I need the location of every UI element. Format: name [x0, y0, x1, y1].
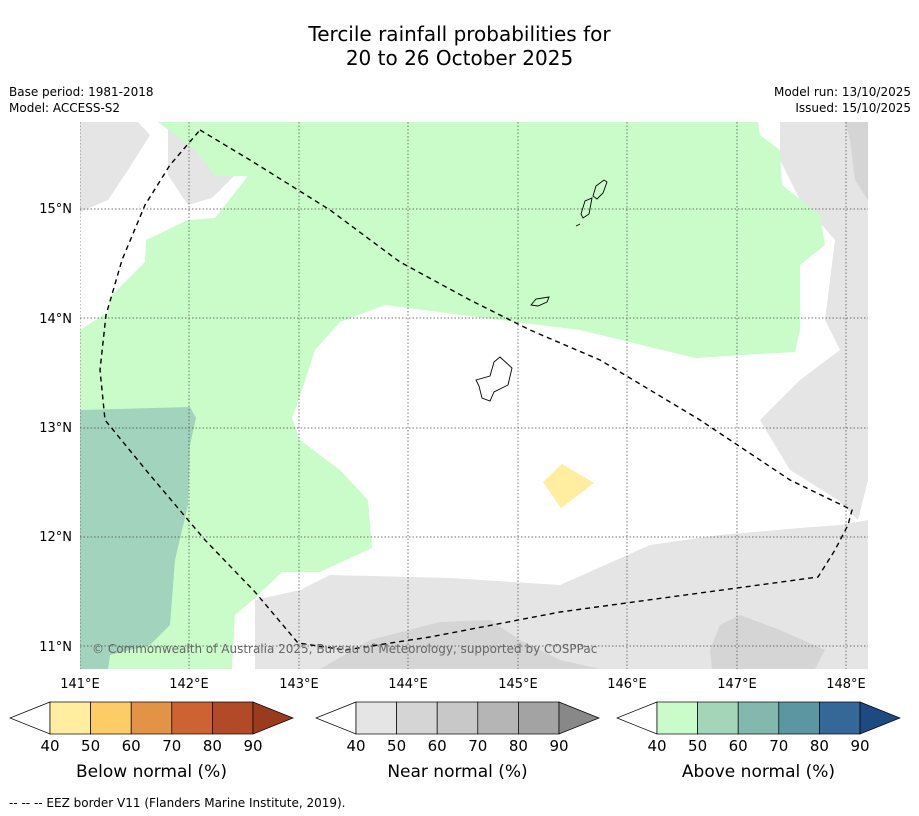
- near-normal-region-northeast: [760, 122, 868, 520]
- colorbar-tick-label: 50: [387, 737, 406, 755]
- near-normal-region-northwest: [80, 122, 150, 212]
- lon-label: 147°E: [717, 677, 757, 692]
- colorbar-tick-label: 80: [203, 737, 222, 755]
- colorbar-segment: [819, 701, 861, 735]
- longitude-labels: 141°E 142°E 143°E 144°E 145°E 146°E 147°…: [60, 677, 866, 692]
- colorbar-segment: [396, 701, 438, 735]
- lon-label: 148°E: [826, 677, 866, 692]
- colorbar-tick-label: 90: [549, 737, 568, 755]
- colorbar-tick-label: 50: [81, 737, 100, 755]
- island-tinian: [580, 197, 593, 219]
- lat-label: 12°N: [39, 530, 72, 545]
- lon-label: 141°E: [60, 677, 100, 692]
- colorbar-tick-label: 70: [769, 737, 788, 755]
- below-normal-colorbar: 40 50 60 70 80 90 Below normal (%): [9, 701, 294, 782]
- lat-label: 13°N: [39, 421, 72, 436]
- colorbar-tick-label: 40: [346, 737, 365, 755]
- colorbar-segment: [130, 701, 173, 735]
- colorbar-tick-label: 80: [810, 737, 829, 755]
- colorbar-segment: [697, 701, 739, 735]
- model-name: Model: ACCESS-S2: [9, 101, 121, 115]
- model-run: Model run: 13/10/2025: [773, 85, 911, 99]
- colorbar-label: Near normal (%): [387, 762, 527, 782]
- title-line-1: Tercile rainfall probabilities for: [308, 22, 611, 46]
- colorbar-high-extend: [859, 701, 901, 735]
- colorbar-segment: [90, 701, 132, 735]
- near-normal-region-south-core: [320, 620, 600, 669]
- colorbar-tick-label: 60: [729, 737, 748, 755]
- lon-label: 145°E: [498, 677, 538, 692]
- lon-label: 143°E: [279, 677, 319, 692]
- island-guam: [475, 356, 513, 402]
- below-normal-region: [543, 464, 594, 508]
- eez-border: [99, 129, 853, 651]
- colorbar-low-extend: [616, 701, 658, 735]
- colorbar-segment: [737, 701, 780, 735]
- colorbar-label: Above normal (%): [682, 762, 835, 782]
- colorbar-segment: [355, 701, 397, 735]
- colorbar-tick-label: 50: [688, 737, 707, 755]
- colorbar-segment: [518, 701, 560, 735]
- copyright-notice: © Commonwealth of Australia 2025, Bureau…: [92, 642, 597, 656]
- islands: [475, 179, 608, 402]
- colorbar-tick-label: 90: [850, 737, 869, 755]
- colorbar-tick-label: 40: [40, 737, 59, 755]
- colorbar-segment: [212, 701, 254, 735]
- colorbar-segment: [49, 701, 91, 735]
- colorbar-tick-label: 80: [509, 737, 528, 755]
- gridlines: [80, 122, 868, 669]
- colorbar-segment: [477, 701, 519, 735]
- near-normal-region-southeast: [710, 615, 825, 669]
- island-saipan: [592, 179, 608, 200]
- latitude-labels: 15°N 14°N 13°N 12°N 11°N: [39, 202, 72, 655]
- island-rota: [530, 296, 550, 307]
- island-aguijan: [575, 223, 581, 227]
- title-line-2: 20 to 26 October 2025: [345, 46, 574, 70]
- above-normal-colorbar: 40 50 60 70 80 90 Above normal (%): [616, 701, 901, 782]
- colorbars: 40 50 60 70 80 90 Below normal (%) 40 50 60 70 80 90…: [9, 701, 901, 782]
- colorbar-high-extend: [558, 701, 600, 735]
- colorbar-low-extend: [9, 701, 51, 735]
- near-normal-colorbar: 40 50 60 70 80 90 Near normal (%): [315, 701, 600, 782]
- lat-label: 11°N: [39, 640, 72, 655]
- colorbar-tick-label: 70: [468, 737, 487, 755]
- run-info: Model run: 13/10/2025 Issued: 15/10/2025: [774, 84, 911, 116]
- base-period: Base period: 1981-2018: [9, 85, 154, 99]
- colorbar-segment: [778, 701, 820, 735]
- colorbar-tick-label: 60: [122, 737, 141, 755]
- colorbar-tick-label: 90: [243, 737, 262, 755]
- colorbar-segment: [436, 701, 479, 735]
- colorbar-segment: [656, 701, 698, 735]
- colorbar-segment: [171, 701, 213, 735]
- colorbar-label: Below normal (%): [76, 762, 227, 782]
- lon-label: 142°E: [169, 677, 209, 692]
- colorbar-low-extend: [315, 701, 357, 735]
- colorbar-tick-label: 40: [647, 737, 666, 755]
- lat-label: 15°N: [39, 202, 72, 217]
- map-title: Tercile rainfall probabilities for 20 to…: [0, 22, 919, 70]
- colorbar-high-extend: [252, 701, 294, 735]
- colorbar-tick-label: 60: [428, 737, 447, 755]
- map-area: © Commonwealth of Australia 2025, Bureau…: [80, 122, 868, 669]
- eez-footnote: -- -- -- EEZ border V11 (Flanders Marine…: [9, 796, 346, 810]
- near-normal-strip-east: [845, 122, 868, 200]
- base-info: Base period: 1981-2018 Model: ACCESS-S2: [9, 84, 154, 116]
- above-normal-region-west: [80, 407, 196, 669]
- colorbar-tick-label: 70: [162, 737, 181, 755]
- above-normal-region-main: [80, 122, 825, 669]
- lat-label: 14°N: [39, 312, 72, 327]
- lon-label: 146°E: [607, 677, 647, 692]
- lon-label: 144°E: [388, 677, 428, 692]
- issued-date: Issued: 15/10/2025: [795, 101, 911, 115]
